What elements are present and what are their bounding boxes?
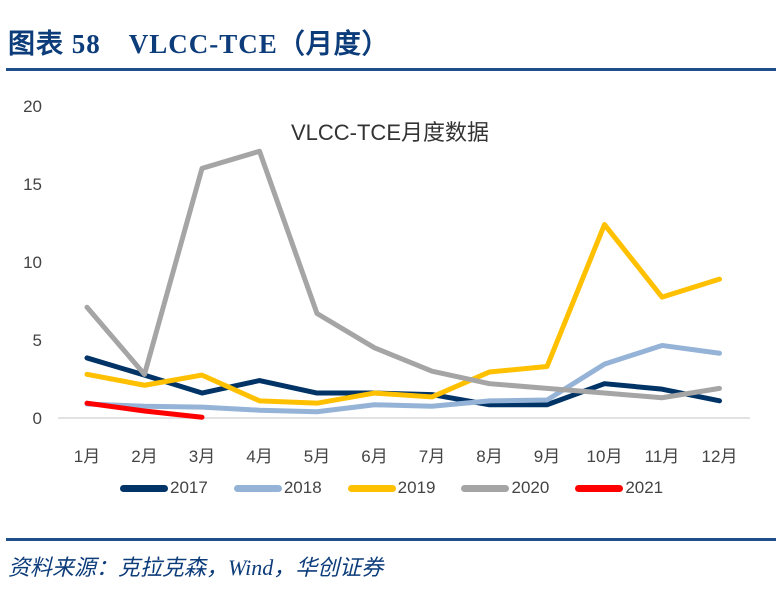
legend-swatch: [347, 484, 396, 492]
legend-label: 2021: [625, 478, 664, 497]
legend-item-2021: 2021: [575, 478, 663, 498]
series-line-2018: [84, 342, 722, 415]
y-axis: 0 5 10 15 20: [23, 97, 42, 428]
x-tick-label: 3月: [189, 447, 215, 466]
legend-label: 2020: [511, 478, 550, 497]
y-tick-label: 5: [33, 331, 42, 350]
y-tick-label: 0: [33, 409, 42, 428]
x-tick-label: 9月: [534, 447, 560, 466]
title-divider: [6, 68, 776, 71]
legend: 2017 2018 2019 2020 2021: [120, 478, 689, 498]
x-axis: 1月 2月 3月 4月 5月 6月 7月 8月 9月 10月 11月 12月: [74, 447, 738, 466]
x-tick-label: 5月: [304, 447, 330, 466]
series-lines: [84, 148, 722, 420]
x-tick-label: 8月: [476, 447, 502, 466]
x-tick-label: 12月: [702, 447, 738, 466]
legend-label: 2017: [170, 478, 208, 497]
legend-swatch: [233, 484, 282, 492]
legend-item-2017: 2017: [120, 478, 208, 498]
legend-swatch: [120, 484, 168, 492]
legend-swatch: [461, 484, 510, 492]
x-tick-label: 6月: [361, 447, 387, 466]
series-line-2019: [84, 222, 722, 406]
y-tick-label: 15: [23, 175, 42, 194]
legend-swatch: [575, 484, 624, 492]
x-tick-label: 11月: [645, 447, 680, 466]
y-tick-label: 10: [23, 253, 42, 272]
series-line-2021: [84, 400, 205, 420]
chart-title: VLCC-TCE月度数据: [291, 120, 489, 145]
x-tick-label: 7月: [419, 447, 445, 466]
legend-item-2018: 2018: [233, 478, 322, 498]
source-divider: [6, 538, 776, 541]
x-tick-label: 2月: [131, 447, 157, 466]
series-line-2020: [84, 148, 722, 401]
x-tick-label: 4月: [246, 447, 272, 466]
legend-item-2019: 2019: [347, 478, 436, 498]
figure-title: 图表 58 VLCC-TCE（月度）: [8, 29, 390, 59]
legend-label: 2019: [397, 478, 436, 497]
series-line-2017: [84, 355, 722, 408]
source-note: 资料来源：克拉克森，Wind，华创证券: [8, 555, 384, 580]
legend-item-2020: 2020: [461, 478, 549, 498]
y-tick-label: 20: [23, 97, 42, 116]
x-tick-label: 1月: [74, 447, 100, 466]
legend-label: 2018: [283, 478, 322, 497]
x-tick-label: 10月: [587, 447, 623, 466]
